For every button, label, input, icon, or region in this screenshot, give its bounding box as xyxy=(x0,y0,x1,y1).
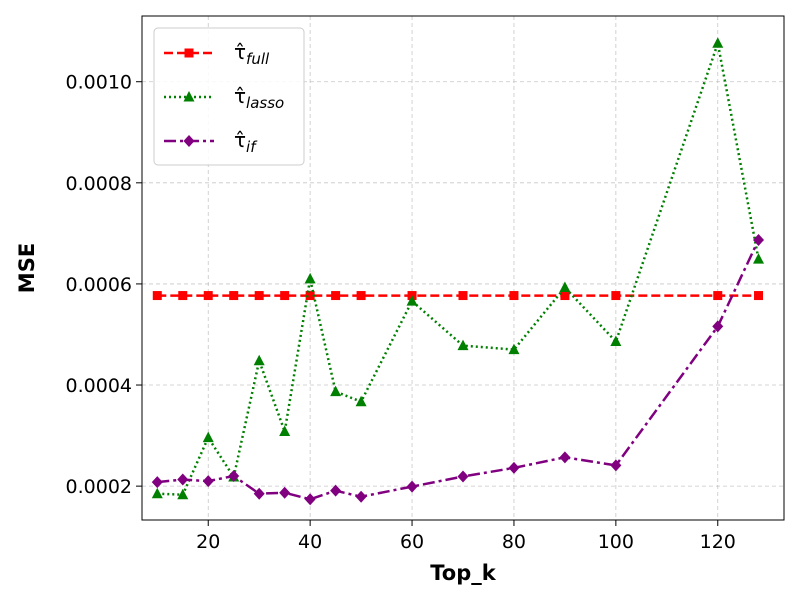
x-tick-label: 20 xyxy=(196,531,220,553)
y-tick-label: 0.0010 xyxy=(66,72,132,94)
data-point xyxy=(330,484,342,497)
legend-label: τ̂if xyxy=(234,128,258,156)
data-point xyxy=(458,291,468,301)
x-axis-label: Top_k xyxy=(430,561,496,585)
series-line xyxy=(157,38,760,496)
y-tick-label: 0.0006 xyxy=(66,274,132,296)
data-point xyxy=(753,253,765,264)
data-point xyxy=(560,291,570,301)
data-point xyxy=(331,291,341,301)
x-tick-label: 120 xyxy=(700,531,736,553)
data-point xyxy=(304,272,316,284)
data-point xyxy=(509,291,519,301)
axis-ticks: 20 40 60 80 100 120 0.0002 0.0004 0.0006 0.0008 0.… xyxy=(66,72,736,553)
data-point xyxy=(202,431,214,443)
data-point xyxy=(279,486,291,499)
data-point xyxy=(279,425,291,437)
y-tick-label: 0.0004 xyxy=(66,375,132,397)
data-point xyxy=(178,291,188,301)
legend-entry: τ̂if xyxy=(164,128,258,156)
data-point xyxy=(253,487,265,500)
y-axis-label: MSE xyxy=(15,243,39,293)
data-point xyxy=(611,291,621,301)
data-point xyxy=(330,385,342,397)
data-point xyxy=(712,37,724,48)
x-tick-label: 40 xyxy=(298,531,322,553)
data-point xyxy=(253,354,265,366)
data-point xyxy=(508,461,520,474)
legend-marker xyxy=(183,135,195,147)
legend: τ̂full τ̂lasso τ̂if xyxy=(153,27,305,166)
x-tick-label: 100 xyxy=(598,531,634,553)
data-point xyxy=(304,493,316,506)
data-point xyxy=(559,281,571,292)
data-point xyxy=(203,291,213,301)
plot-frame xyxy=(141,15,785,521)
data-point xyxy=(754,291,764,301)
data-point xyxy=(457,339,469,351)
data-point xyxy=(151,487,163,499)
data-point xyxy=(559,451,571,464)
data-point xyxy=(457,470,469,483)
legend-marker xyxy=(183,91,195,102)
legend-label: τ̂lasso xyxy=(234,84,284,112)
data-point xyxy=(254,291,264,301)
data-point xyxy=(151,476,163,489)
data-point xyxy=(508,343,520,355)
data-point xyxy=(356,291,366,301)
data-point xyxy=(177,488,189,500)
data-point xyxy=(713,291,723,301)
data-point xyxy=(753,233,765,246)
y-tick-label: 0.0002 xyxy=(66,476,132,498)
plot-series xyxy=(151,37,765,506)
legend-marker xyxy=(184,48,194,58)
legend-entry: τ̂lasso xyxy=(164,84,284,112)
data-point xyxy=(406,480,418,493)
data-point xyxy=(355,395,367,407)
legend-box xyxy=(153,27,305,166)
data-point xyxy=(610,459,622,472)
data-point xyxy=(228,470,240,483)
series-full xyxy=(152,291,764,301)
data-point xyxy=(280,291,290,301)
data-point xyxy=(712,320,724,333)
data-point xyxy=(610,335,622,347)
x-tick-label: 60 xyxy=(400,531,424,553)
x-tick-label: 80 xyxy=(502,531,526,553)
data-point xyxy=(229,291,239,301)
data-point xyxy=(305,291,315,301)
series-if xyxy=(151,233,765,506)
data-point xyxy=(355,490,367,503)
data-point xyxy=(406,295,418,306)
data-point xyxy=(177,473,189,486)
data-point xyxy=(152,291,162,301)
legend-label: τ̂full xyxy=(234,40,270,68)
y-tick-label: 0.0008 xyxy=(66,173,132,195)
series-line xyxy=(157,239,760,501)
legend-entry: τ̂full xyxy=(164,40,270,68)
data-point xyxy=(202,475,214,488)
